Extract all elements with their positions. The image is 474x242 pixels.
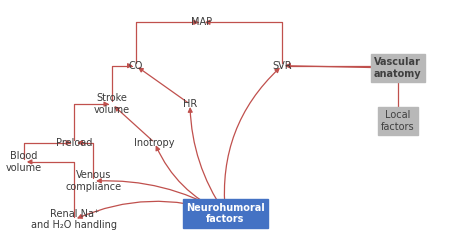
Text: Neurohumoral
factors: Neurohumoral factors [186,203,265,224]
Text: MAP: MAP [191,17,212,27]
Text: Local
factors: Local factors [381,110,415,132]
Text: CO: CO [128,61,143,71]
Text: Inotropy: Inotropy [134,138,175,148]
Text: HR: HR [183,99,197,109]
Text: Vascular
anatomy: Vascular anatomy [374,57,421,79]
Text: SVR: SVR [272,61,292,71]
Text: Renal Na⁺
and H₂O handling: Renal Na⁺ and H₂O handling [31,209,117,230]
Text: Blood
volume: Blood volume [6,151,42,173]
Text: Venous
compliance: Venous compliance [65,170,121,192]
Text: Stroke
volume: Stroke volume [94,93,130,115]
Text: Preload: Preload [56,138,92,148]
